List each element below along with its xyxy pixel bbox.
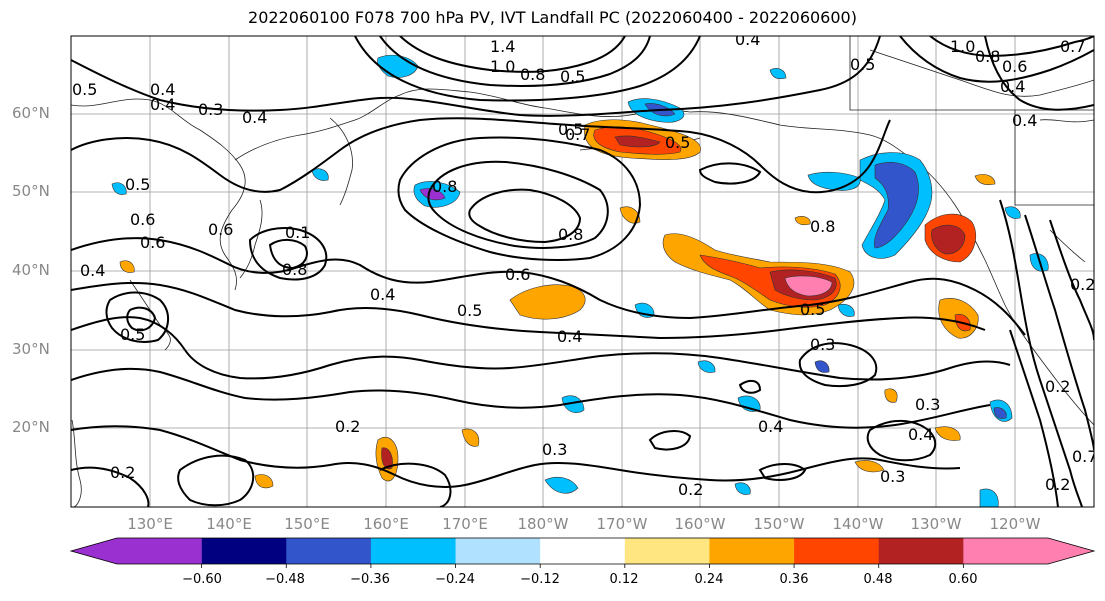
contour-label: 0.4 [242,108,267,127]
colorbar-segment [624,538,710,564]
lon-label: 130°W [910,515,962,533]
contour-label: 0.2 [1045,377,1070,396]
pv-contours [71,36,1094,507]
colorbar-segment [71,538,202,564]
lon-label: 170°W [596,515,648,533]
lon-label: 130°E [127,515,173,533]
colorbar-segment [370,538,457,564]
colorbar-tick-label: 0.48 [863,572,893,587]
lat-label: 50°N [12,182,50,200]
contour-label: 0.2 [678,480,703,499]
lon-label: 120°W [989,515,1041,533]
contour-label: 0.3 [915,395,940,414]
lon-label: 150°E [284,515,330,533]
contour-label: 0.4 [1012,111,1037,130]
colorbar-segment [540,538,626,564]
colorbar-tick-label: 0.24 [694,572,724,587]
contour-label: 0.8 [558,225,583,244]
lon-label: 150°W [753,515,805,533]
colorbar-tick-label: −0.48 [265,572,305,587]
contour-label: 0.2 [335,417,360,436]
contour-label: 0.8 [975,47,1000,66]
contour-label: 1.0 [950,37,975,56]
contour-label: 0.7 [1060,37,1085,56]
ivt-pc-shading [111,54,1049,507]
contour-label: 0.4 [370,285,395,304]
contour-label: 0.1 [285,223,310,242]
colorbar-tick-label: −0.12 [520,572,560,587]
contour-label: 0.5 [558,120,583,139]
contour-label: 0.5 [457,301,482,320]
contour-label: 0.8 [432,177,457,196]
contour-label: 0.4 [1000,77,1025,96]
map-title: 2022060100 F078 700 hPa PV, IVT Landfall… [248,8,857,27]
contour-labels: 1.4 1.0 0.8 0.5 0.4 1.0 0.8 0.7 0.6 0.4 … [72,30,1097,499]
contour-label: 0.8 [520,65,545,84]
contour-label: 0.6 [505,265,530,284]
contour-label: 0.4 [557,327,582,346]
contour-label: 0.5 [850,55,875,74]
colorbar-tick-label: −0.60 [182,572,222,587]
lat-label: 60°N [12,104,50,122]
contour-label: 1.0 [490,57,515,76]
contour-label: 0.2 [110,463,135,482]
lon-label: 160°E [363,515,409,533]
contour-label: 0.3 [810,335,835,354]
lat-label: 40°N [12,261,50,279]
colorbar-tick-marks [201,564,964,568]
colorbar-tick-label: 0.12 [609,572,639,587]
colorbar-tick-label: −0.36 [350,572,390,587]
contour-label: 0.5 [125,175,150,194]
colorbar-segment [794,538,880,564]
lon-label: 160°W [674,515,726,533]
contour-label: 0.4 [908,425,933,444]
contour-label: 0.5 [665,133,690,152]
contour-label: 0.8 [810,217,835,236]
map-area: 1.4 1.0 0.8 0.5 0.4 1.0 0.8 0.7 0.6 0.4 … [71,30,1097,507]
colorbar-segment [201,538,287,564]
lon-label: 180°W [517,515,569,533]
colorbar-segment [709,538,795,564]
contour-label: 0.3 [198,100,223,119]
colorbar-segment [455,538,541,564]
colorbar-tick-label: −0.24 [435,572,475,587]
lat-label: 20°N [12,418,50,436]
lon-label: 140°W [832,515,884,533]
lon-label: 170°E [442,515,488,533]
colorbar-segment [878,538,964,564]
contour-label: 0.4 [150,80,175,99]
lat-label: 30°N [12,340,50,358]
colorbar-outline [69,537,1096,565]
lon-label: 140°E [206,515,252,533]
contour-label: 0.6 [1002,57,1027,76]
contour-label: 0.3 [542,440,567,459]
contour-label: 0.6 [208,220,233,239]
contour-label: 0.5 [800,300,825,319]
colorbar-segment [286,538,372,564]
contour-label: 0.2 [1045,475,1070,494]
contour-label: 0.5 [560,67,585,86]
contour-label: 0.6 [140,233,165,252]
contour-label: 0.4 [150,95,175,114]
contour-label: 0.3 [880,467,905,486]
contour-label: 0.7 [1072,447,1097,466]
contour-label: 0.5 [120,325,145,344]
colorbar-tick-label: 0.60 [948,572,978,587]
contour-label: 0.4 [735,30,760,49]
contour-label: 0.5 [72,80,97,99]
contour-label: 1.4 [490,37,515,56]
contour-label: 0.2 [1070,275,1095,294]
colorbar [71,538,1094,564]
contour-label: 0.8 [282,260,307,279]
contour-label: 0.7 [565,125,590,144]
contour-label: 0.4 [758,417,783,436]
contour-label: 0.6 [130,210,155,229]
colorbar-tick-label: 0.36 [779,572,809,587]
contour-label: 0.4 [80,261,105,280]
colorbar-segment [963,538,1094,564]
